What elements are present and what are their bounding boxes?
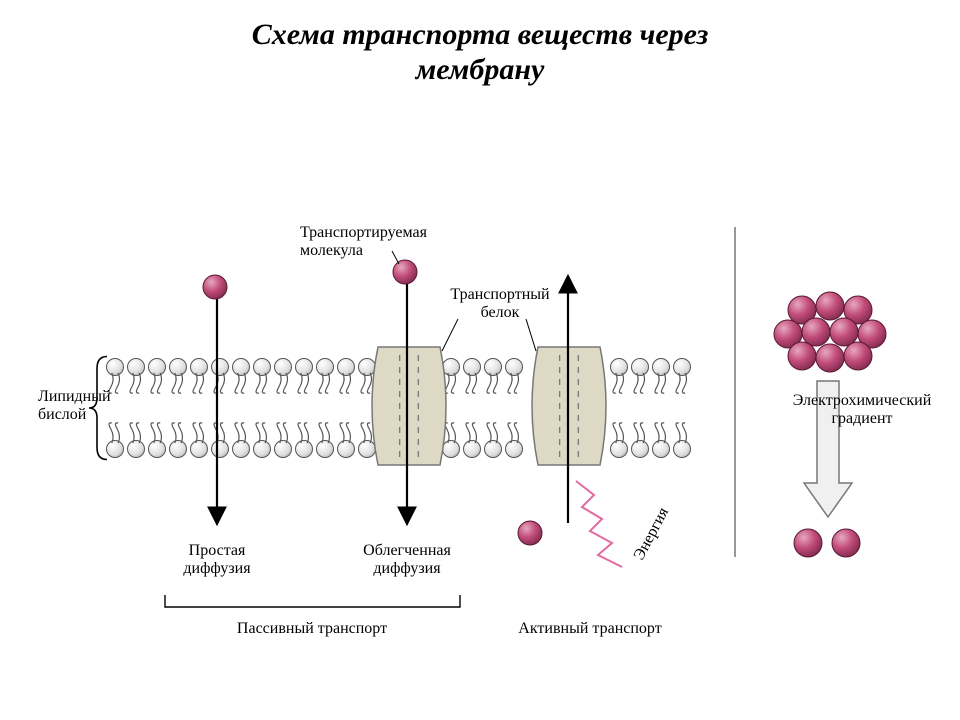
- label-electrochemical-gradient: Электрохимическийградиент: [793, 392, 932, 427]
- label-transport-protein: Транспортныйбелок: [450, 286, 550, 321]
- membrane-transport-diagram: Транспортируемаямолекула Транспортныйбело…: [0, 87, 960, 707]
- label-lipid-bilayer: Липидныйбислой: [38, 388, 111, 423]
- label-passive-transport: Пассивный транспорт: [237, 620, 387, 637]
- label-transported-molecule: Транспортируемаямолекула: [300, 224, 428, 259]
- diagram-labels: Транспортируемаямолекула Транспортныйбело…: [38, 224, 932, 637]
- label-energy: Энергия: [631, 504, 673, 563]
- label-active-transport: Активный транспорт: [518, 620, 661, 637]
- label-facilitated-diffusion: Облегченнаядиффузия: [363, 542, 451, 577]
- label-simple-diffusion: Простаядиффузия: [183, 542, 251, 577]
- page-title-line1: Схема транспорта веществ через: [252, 18, 709, 51]
- page-title-line2: мембрану: [416, 53, 545, 86]
